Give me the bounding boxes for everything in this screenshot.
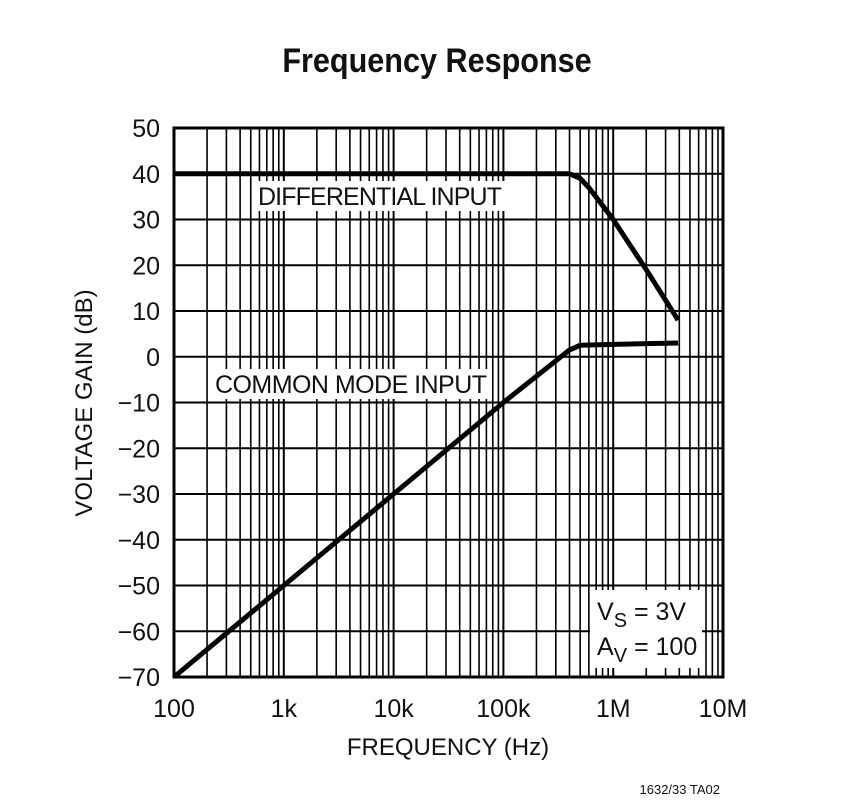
y-tick-label: 30	[132, 207, 160, 235]
series-label: DIFFERENTIAL INPUT	[258, 183, 502, 211]
series-line-common-mode	[172, 340, 679, 679]
y-tick-label: −30	[118, 481, 160, 509]
plot-frame	[172, 126, 725, 679]
y-tick-label: −40	[118, 527, 160, 555]
chart-title: Frequency Response	[282, 42, 591, 80]
figure-code: 1632/33 TA02	[640, 782, 720, 797]
y-axis-label: VOLTAGE GAIN (dB)	[71, 289, 98, 516]
y-tick-label: −20	[118, 435, 160, 463]
x-tick-label: 100	[153, 695, 195, 723]
y-tick-label: 10	[132, 298, 160, 326]
series-label-bg	[212, 369, 492, 399]
x-tick-label: 10k	[373, 695, 414, 723]
x-tick-label: 1k	[271, 695, 298, 723]
series-label: COMMON MODE INPUT	[215, 371, 487, 399]
y-tick-label: −50	[118, 573, 160, 601]
x-tick-label: 1M	[596, 695, 631, 723]
conditions-annotation: VS = 3V AV = 100	[590, 590, 702, 668]
y-tick-label: −70	[118, 664, 160, 692]
y-tick-label: 20	[132, 252, 160, 280]
series-line-differential	[174, 171, 681, 322]
y-tick-label: 40	[132, 161, 160, 189]
x-tick-label: 10M	[699, 695, 748, 723]
y-tick-label: 50	[132, 115, 160, 143]
av-annotation: AV = 100	[597, 633, 697, 667]
vs-annotation: VS = 3V	[597, 598, 686, 632]
x-tick-label: 100k	[476, 695, 531, 723]
series-label-bg	[255, 181, 507, 211]
series-labels: DIFFERENTIAL INPUT COMMON MODE INPUT	[212, 181, 507, 399]
y-tick-label: −60	[118, 618, 160, 646]
grid	[172, 126, 725, 679]
series-lines	[172, 171, 681, 679]
y-tick-label: 0	[146, 344, 160, 372]
x-axis-label: FREQUENCY (Hz)	[347, 734, 549, 761]
y-tick-label: −10	[118, 390, 160, 418]
